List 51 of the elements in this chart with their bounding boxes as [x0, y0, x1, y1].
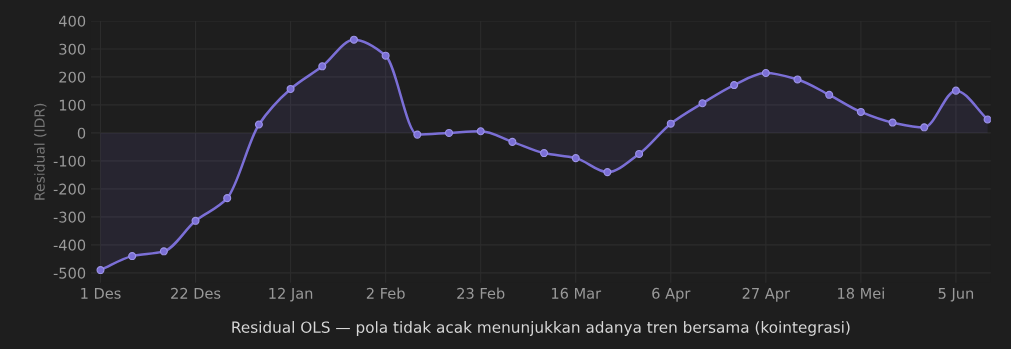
point — [888, 118, 897, 127]
x-tick-label: 1 Des — [81, 288, 121, 299]
y-tick-label: -100 — [53, 155, 86, 167]
y-tick-label: -200 — [53, 183, 86, 195]
point — [540, 149, 549, 158]
y-tick-label: -400 — [53, 239, 86, 251]
point — [286, 84, 295, 93]
x-tick-label: 23 Feb — [457, 287, 505, 299]
point — [761, 68, 770, 78]
point — [444, 128, 454, 137]
x-tick-label: 12 Jan — [269, 287, 313, 302]
point — [223, 194, 232, 203]
point — [96, 266, 105, 275]
x-tick-label: 6 Apr — [652, 287, 691, 302]
y-tick-label: 400 — [59, 15, 86, 27]
point — [413, 130, 422, 139]
x-axis-title: Residual OLS — pola tidak acak menunjukkan adanya tren bersama (kointegrasi) — [232, 321, 850, 336]
point — [508, 137, 517, 146]
point — [666, 119, 675, 128]
x-tick-label: 18 Mei — [838, 287, 884, 299]
point — [159, 247, 168, 256]
point — [128, 252, 137, 261]
point — [698, 99, 707, 108]
point — [983, 115, 991, 124]
point — [603, 168, 612, 177]
point — [920, 123, 929, 132]
point — [476, 127, 485, 136]
point — [318, 62, 327, 71]
y-axis-title: Residual (IDR) — [34, 103, 47, 200]
y-tick-label: 300 — [59, 43, 86, 55]
y-tick-label: 200 — [59, 71, 86, 83]
y-tick-label: -300 — [53, 211, 86, 223]
point — [730, 81, 739, 90]
point — [571, 154, 580, 163]
point — [825, 90, 834, 99]
point — [349, 35, 358, 44]
y-tick-label: 100 — [59, 99, 86, 111]
x-tick-label: 27 Apr — [742, 287, 791, 302]
y-tick-label: -500 — [53, 267, 86, 279]
x-tick-label: 16 Mar — [551, 287, 602, 299]
point — [793, 75, 802, 84]
point — [951, 86, 960, 95]
y-tick-label: 0 — [77, 127, 86, 139]
x-tick-label: 5 Jun — [938, 288, 974, 302]
point — [381, 51, 390, 60]
point — [191, 216, 200, 225]
point — [635, 149, 644, 158]
point — [254, 120, 263, 129]
point — [856, 107, 865, 116]
x-tick-label: 2 Feb — [366, 287, 405, 299]
x-tick-label: 22 Des — [171, 287, 221, 299]
